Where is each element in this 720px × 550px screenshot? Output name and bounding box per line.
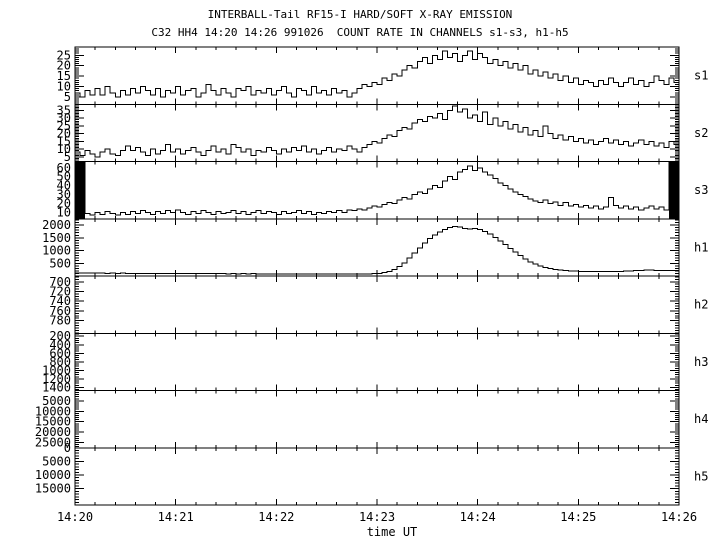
- y-tick-label: 720: [49, 285, 71, 299]
- channel-label-h5: h5: [694, 469, 708, 483]
- channel-label-s1: s1: [694, 69, 708, 83]
- panel-border: [74, 218, 680, 277]
- trace-s2: [75, 105, 679, 158]
- y-tick-label: 5000: [42, 454, 71, 468]
- y-tick-label: 15: [57, 134, 71, 148]
- y-tick-label: 5: [64, 90, 71, 104]
- y-ticks-h1: [75, 219, 679, 277]
- y-tick-label: 30: [57, 188, 71, 202]
- x-tick-label: 14:23: [359, 510, 395, 524]
- y-tick-label: 400: [49, 338, 71, 352]
- y-tick-label: 1400: [42, 381, 71, 395]
- y-tick-label: 5000: [42, 394, 71, 408]
- y-ticks-h4: [75, 390, 679, 448]
- panel-border: [74, 275, 680, 334]
- y-ticks-h2: [75, 276, 679, 334]
- channel-label-h3: h3: [694, 355, 708, 369]
- y-tick-label: 1500: [42, 231, 71, 245]
- figure-subtitle: C32 HH4 14:20 14:26 991026 COUNT RATE IN…: [151, 26, 569, 39]
- y-tick-label: 30: [57, 111, 71, 125]
- y-tick-label: 50: [57, 170, 71, 184]
- y-tick-label: 200: [49, 329, 71, 343]
- y-tick-label: 20: [57, 127, 71, 141]
- y-tick-label: 25: [57, 119, 71, 133]
- y-ticks-h3: [75, 333, 679, 391]
- y-tick-label: 20000: [35, 425, 71, 439]
- x-ticks-h3: [74, 333, 680, 391]
- y-tick-label: 10: [57, 205, 71, 219]
- x-ticks-h2: [74, 276, 680, 334]
- y-tick-label: 1000: [42, 363, 71, 377]
- channel-label-h4: h4: [694, 412, 708, 426]
- y-tick-label: 500: [49, 256, 71, 270]
- y-tick-label: 780: [49, 314, 71, 328]
- y-tick-label: 800: [49, 355, 71, 369]
- y-tick-label: 35: [57, 103, 71, 117]
- y-ticks-h5: [75, 447, 679, 506]
- y-tick-label: 20: [57, 59, 71, 73]
- panel-border: [74, 332, 680, 391]
- y-tick-label: 740: [49, 294, 71, 308]
- y-tick-label: 60: [57, 161, 71, 175]
- x-axis-label: time UT: [367, 525, 418, 539]
- y-tick-label: 1200: [42, 372, 71, 386]
- y-ticks-s2: [75, 103, 679, 162]
- x-tick-label: 14:25: [560, 510, 596, 524]
- y-tick-label: 15000: [35, 482, 71, 496]
- saturation-bar: [668, 161, 679, 219]
- trace-h1: [75, 225, 679, 275]
- y-tick-label: 20: [57, 197, 71, 211]
- y-tick-label: 15000: [35, 415, 71, 429]
- x-tick-label: 14:24: [460, 510, 496, 524]
- y-tick-label: 0: [64, 441, 71, 455]
- x-tick-label: 14:21: [158, 510, 194, 524]
- x-tick-label: 14:26: [661, 510, 697, 524]
- y-tick-label: 10000: [35, 404, 71, 418]
- y-tick-label: 2000: [42, 218, 71, 232]
- x-ticks-s3: [74, 161, 680, 219]
- trace-s3: [75, 161, 679, 216]
- x-ticks-s2: [74, 104, 680, 162]
- channel-label-s2: s2: [694, 126, 708, 140]
- y-tick-label: 25: [57, 48, 71, 62]
- y-tick-label: 10: [57, 142, 71, 156]
- channel-label-s3: s3: [694, 183, 708, 197]
- channel-label-h1: h1: [694, 240, 708, 254]
- trace-s1: [75, 50, 679, 98]
- y-tick-label: 700: [49, 275, 71, 289]
- x-ticks-h1: [74, 218, 680, 276]
- x-tick-label: 14:22: [258, 510, 294, 524]
- panel-border: [74, 390, 680, 449]
- y-tick-label: 1000: [42, 244, 71, 258]
- saturation-bar: [75, 161, 86, 219]
- figure-title: INTERBALL-Tail RF15-I HARD/SOFT X-RAY EM…: [207, 8, 513, 21]
- y-tick-label: 10: [57, 80, 71, 94]
- x-ticks-h4: [74, 390, 680, 448]
- channel-label-h2: h2: [694, 298, 708, 312]
- y-tick-label: 5: [64, 150, 71, 164]
- y-tick-label: 10000: [35, 468, 71, 482]
- panel-border: [74, 103, 680, 162]
- plot-area: 510152025s15101520253035s2102030405060s3…: [35, 46, 709, 539]
- panel-border: [74, 447, 680, 506]
- y-tick-label: 600: [49, 346, 71, 360]
- panel-border: [74, 161, 680, 220]
- y-tick-label: 40: [57, 179, 71, 193]
- y-tick-label: 15: [57, 69, 71, 83]
- y-tick-label: 25000: [35, 436, 71, 450]
- y-tick-label: 760: [49, 304, 71, 318]
- x-ticks-h5: [74, 447, 680, 505]
- y-ticks-s3: [75, 161, 679, 219]
- x-tick-label: 14:20: [57, 510, 93, 524]
